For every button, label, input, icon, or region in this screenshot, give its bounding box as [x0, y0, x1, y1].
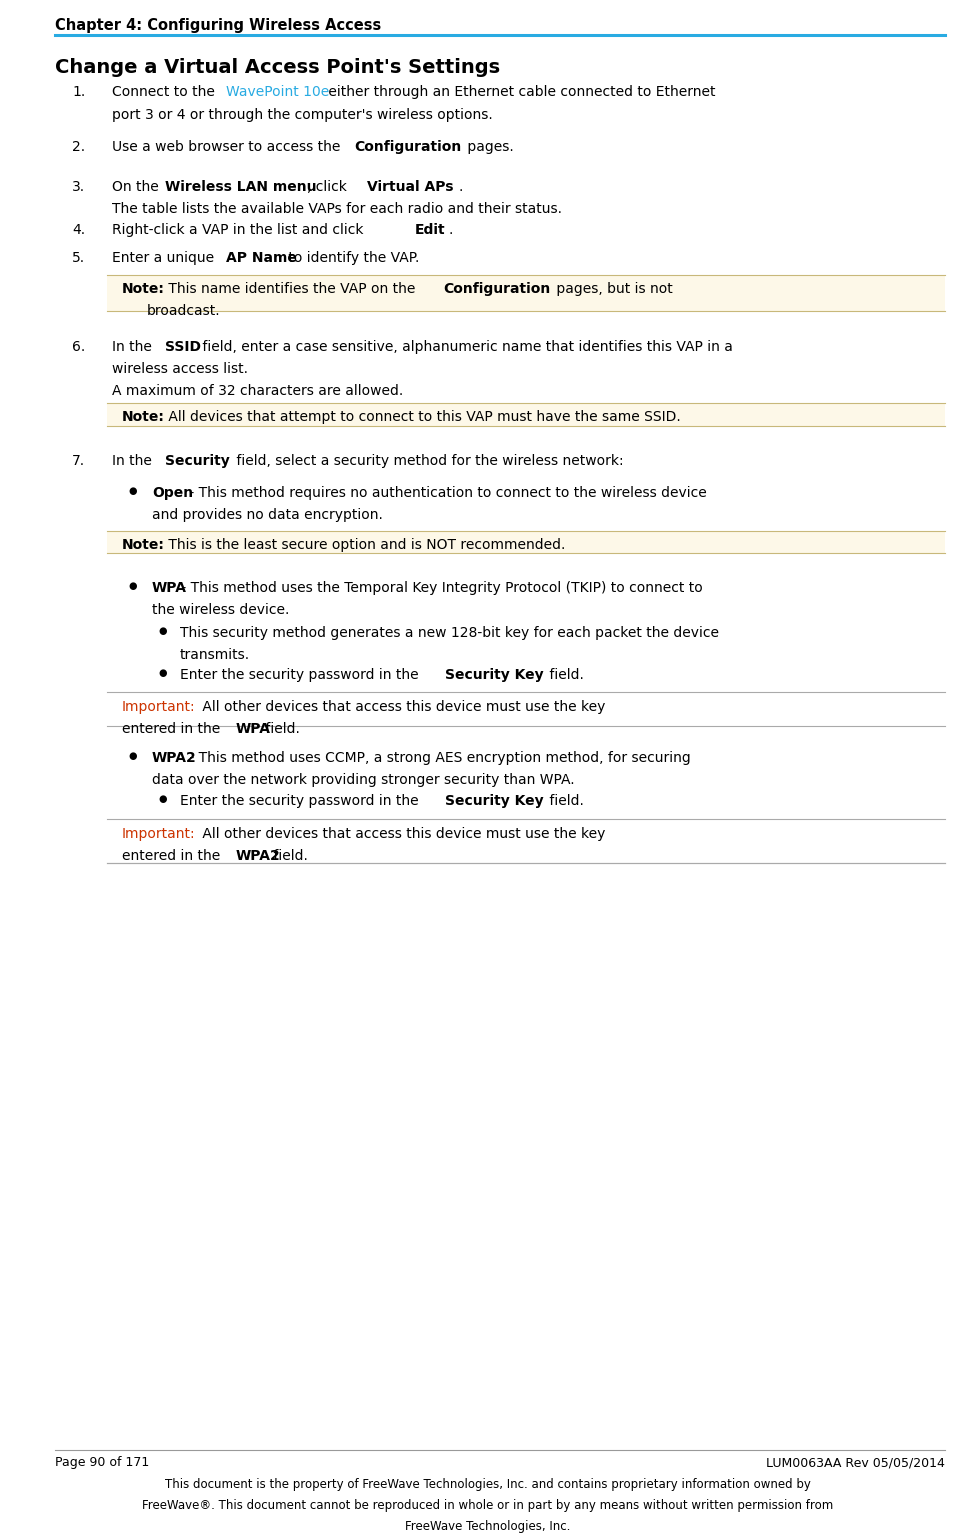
Text: WPA2: WPA2 [236, 849, 280, 863]
Text: Note:: Note: [122, 411, 165, 424]
Text: data over the network providing stronger security than WPA.: data over the network providing stronger… [152, 774, 574, 787]
Text: LUM0063AA Rev 05/05/2014: LUM0063AA Rev 05/05/2014 [766, 1456, 945, 1469]
Text: Security Key: Security Key [445, 794, 543, 807]
Text: - This method uses CCMP, a strong AES encryption method, for securing: - This method uses CCMP, a strong AES en… [185, 751, 691, 764]
Text: Virtual APs: Virtual APs [368, 180, 453, 194]
Text: to identify the VAP.: to identify the VAP. [284, 251, 419, 265]
Text: WPA: WPA [152, 581, 187, 595]
Text: Configuration: Configuration [354, 140, 461, 154]
Text: port 3 or 4 or through the computer's wireless options.: port 3 or 4 or through the computer's wi… [112, 108, 492, 122]
Text: FreeWave Technologies, Inc.: FreeWave Technologies, Inc. [405, 1520, 570, 1533]
Text: All devices that attempt to connect to this VAP must have the same SSID.: All devices that attempt to connect to t… [164, 411, 681, 424]
FancyBboxPatch shape [107, 403, 945, 426]
Text: Chapter 4: Configuring Wireless Access: Chapter 4: Configuring Wireless Access [55, 18, 381, 32]
Text: This name identifies the VAP on the: This name identifies the VAP on the [164, 281, 419, 295]
Text: field.: field. [269, 849, 308, 863]
Text: The table lists the available VAPs for each radio and their status.: The table lists the available VAPs for e… [112, 201, 562, 215]
Text: Connect to the: Connect to the [112, 85, 219, 98]
Text: Enter the security password in the: Enter the security password in the [180, 794, 423, 807]
Text: AP Name: AP Name [225, 251, 296, 265]
Text: Security Key: Security Key [445, 667, 543, 681]
Text: field.: field. [260, 721, 299, 737]
Text: On the: On the [112, 180, 163, 194]
Text: A maximum of 32 characters are allowed.: A maximum of 32 characters are allowed. [112, 384, 404, 398]
Text: 5.: 5. [72, 251, 85, 265]
Text: WavePoint 10e: WavePoint 10e [225, 85, 329, 98]
Text: This is the least secure option and is NOT recommended.: This is the least secure option and is N… [164, 538, 566, 552]
Text: FreeWave®. This document cannot be reproduced in whole or in part by any means w: FreeWave®. This document cannot be repro… [142, 1500, 833, 1512]
Text: .: . [448, 223, 452, 237]
Text: Important:: Important: [122, 827, 196, 841]
Text: Enter a unique: Enter a unique [112, 251, 218, 265]
Text: Use a web browser to access the: Use a web browser to access the [112, 140, 345, 154]
Text: 7.: 7. [72, 454, 85, 468]
Text: 4.: 4. [72, 223, 85, 237]
Text: This document is the property of FreeWave Technologies, Inc. and contains propri: This document is the property of FreeWav… [165, 1478, 810, 1490]
Text: Wireless LAN menu: Wireless LAN menu [165, 180, 317, 194]
Text: wireless access list.: wireless access list. [112, 361, 248, 375]
Text: 3.: 3. [72, 180, 85, 194]
Text: Change a Virtual Access Point's Settings: Change a Virtual Access Point's Settings [55, 58, 500, 77]
Text: All other devices that access this device must use the key: All other devices that access this devic… [198, 700, 605, 714]
Text: WPA: WPA [236, 721, 270, 737]
Text: - This method uses the Temporal Key Integrity Protocol (TKIP) to connect to: - This method uses the Temporal Key Inte… [177, 581, 703, 595]
Text: - This method requires no authentication to connect to the wireless device: - This method requires no authentication… [185, 486, 707, 500]
Text: 1.: 1. [72, 85, 85, 98]
Text: field.: field. [545, 794, 584, 807]
Text: 2.: 2. [72, 140, 85, 154]
Text: pages.: pages. [462, 140, 513, 154]
Text: Important:: Important: [122, 700, 196, 714]
Text: Open: Open [152, 486, 193, 500]
Text: 6.: 6. [72, 340, 85, 354]
Text: Edit: Edit [414, 223, 446, 237]
Text: , click: , click [307, 180, 351, 194]
Text: ●: ● [158, 626, 167, 637]
Text: entered in the: entered in the [122, 849, 224, 863]
Text: Enter the security password in the: Enter the security password in the [180, 667, 423, 681]
Text: field, select a security method for the wireless network:: field, select a security method for the … [232, 454, 623, 468]
Text: WPA2: WPA2 [152, 751, 197, 764]
Text: Note:: Note: [122, 281, 165, 295]
Text: ●: ● [158, 794, 167, 804]
Text: Right-click a VAP in the list and click: Right-click a VAP in the list and click [112, 223, 368, 237]
Text: Page 90 of 171: Page 90 of 171 [55, 1456, 149, 1469]
Text: the wireless device.: the wireless device. [152, 603, 290, 617]
Text: ●: ● [158, 667, 167, 678]
Text: either through an Ethernet cable connected to Ethernet: either through an Ethernet cable connect… [324, 85, 716, 98]
Text: entered in the: entered in the [122, 721, 224, 737]
Text: Note:: Note: [122, 538, 165, 552]
Text: Security: Security [165, 454, 230, 468]
Text: ●: ● [128, 581, 137, 591]
Text: ●: ● [128, 751, 137, 761]
Text: transmits.: transmits. [180, 647, 251, 661]
Text: Configuration: Configuration [444, 281, 551, 295]
Text: This security method generates a new 128-bit key for each packet the device: This security method generates a new 128… [180, 626, 719, 640]
Text: field.: field. [545, 667, 584, 681]
FancyBboxPatch shape [107, 275, 945, 311]
Text: In the: In the [112, 454, 156, 468]
Text: In the: In the [112, 340, 156, 354]
Text: .: . [459, 180, 463, 194]
FancyBboxPatch shape [107, 531, 945, 554]
Text: field, enter a case sensitive, alphanumeric name that identifies this VAP in a: field, enter a case sensitive, alphanume… [198, 340, 733, 354]
Text: All other devices that access this device must use the key: All other devices that access this devic… [198, 827, 605, 841]
Text: SSID: SSID [165, 340, 201, 354]
Text: pages, but is not: pages, but is not [552, 281, 673, 295]
Text: broadcast.: broadcast. [147, 305, 220, 318]
Text: ●: ● [128, 486, 137, 495]
Text: and provides no data encryption.: and provides no data encryption. [152, 508, 383, 521]
